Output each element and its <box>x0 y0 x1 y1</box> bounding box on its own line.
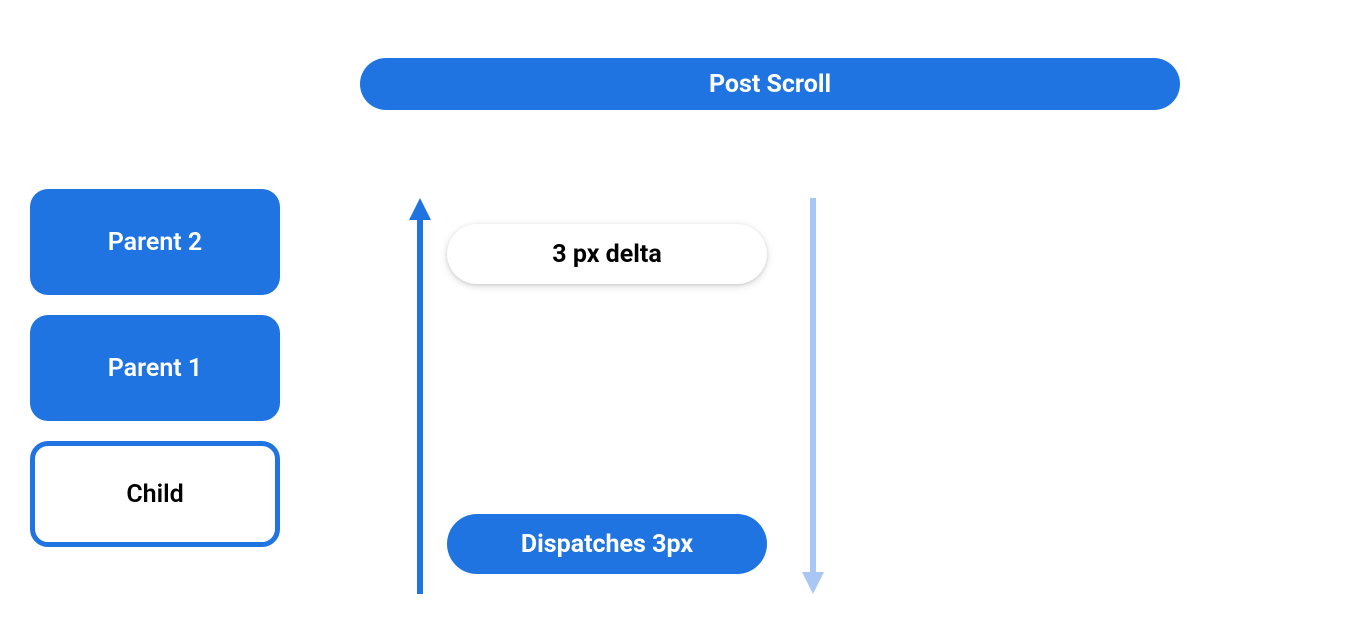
diagram-root: Post Scroll Parent 2 Parent 1 Child 3 px… <box>0 0 1346 624</box>
delta-pill: 3 px delta <box>447 224 767 284</box>
dispatch-pill: Dispatches 3px <box>447 514 767 574</box>
